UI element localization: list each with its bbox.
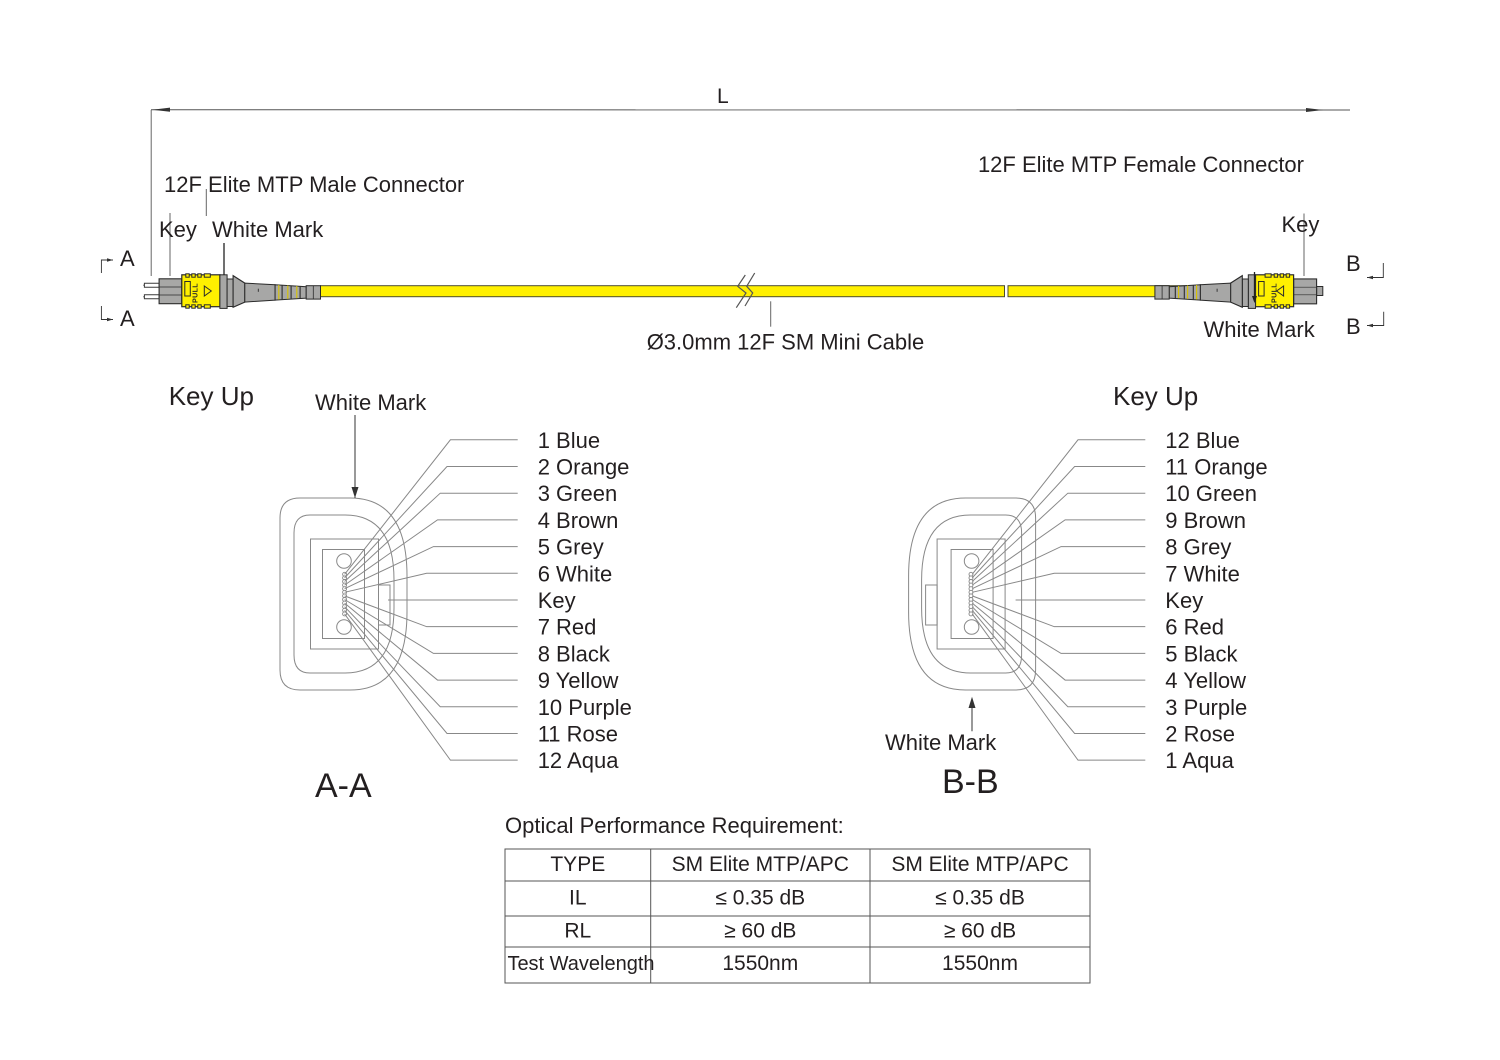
svg-text:4 Yellow: 4 Yellow — [1165, 668, 1246, 693]
svg-text:12 Blue: 12 Blue — [1165, 428, 1240, 453]
svg-text:TYPE: TYPE — [550, 853, 605, 876]
svg-text:IL: IL — [569, 887, 587, 910]
svg-text:11 Rose: 11 Rose — [538, 721, 618, 746]
svg-text:A: A — [120, 306, 135, 331]
svg-text:A: A — [120, 246, 135, 271]
svg-text:2 Orange: 2 Orange — [538, 454, 630, 479]
svg-text:SM Elite MTP/APC: SM Elite MTP/APC — [891, 853, 1068, 876]
svg-text:1 Blue: 1 Blue — [538, 428, 600, 453]
svg-text:1 Aqua: 1 Aqua — [1165, 748, 1234, 773]
svg-text:10 Green: 10 Green — [1165, 481, 1257, 506]
svg-text:4 Brown: 4 Brown — [538, 508, 619, 533]
svg-text:5 Black: 5 Black — [1165, 641, 1238, 666]
svg-text:≥ 60 dB: ≥ 60 dB — [724, 920, 796, 943]
svg-text:Key Up: Key Up — [1113, 381, 1198, 411]
svg-text:Key: Key — [1165, 588, 1203, 613]
svg-text:11 Orange: 11 Orange — [1165, 454, 1267, 479]
svg-text:Key: Key — [538, 588, 576, 613]
svg-text:12F Elite MTP Male Connector: 12F Elite MTP Male Connector — [164, 172, 464, 197]
svg-text:9 Brown: 9 Brown — [1165, 508, 1246, 533]
svg-text:8 Grey: 8 Grey — [1165, 535, 1231, 560]
svg-text:3 Purple: 3 Purple — [1165, 695, 1247, 720]
svg-text:Key: Key — [1282, 212, 1320, 237]
svg-text:L: L — [717, 85, 729, 108]
svg-text:B: B — [1346, 251, 1361, 276]
svg-text:≤ 0.35 dB: ≤ 0.35 dB — [715, 887, 805, 910]
svg-text:White Mark: White Mark — [315, 390, 427, 415]
svg-text:12F Elite MTP Female Connector: 12F Elite MTP Female Connector — [978, 152, 1304, 177]
svg-text:Key: Key — [159, 217, 197, 242]
svg-text:Key Up: Key Up — [169, 381, 254, 411]
svg-text:≥ 60 dB: ≥ 60 dB — [944, 920, 1016, 943]
svg-text:≤ 0.35 dB: ≤ 0.35 dB — [935, 887, 1025, 910]
svg-text:8 Black: 8 Black — [538, 641, 611, 666]
svg-text:Test Wavelength: Test Wavelength — [507, 953, 654, 975]
svg-text:White Mark: White Mark — [1204, 317, 1316, 342]
svg-text:6 Red: 6 Red — [1165, 615, 1224, 640]
svg-text:A-A: A-A — [315, 767, 372, 805]
svg-text:B: B — [1346, 314, 1361, 339]
svg-text:Ø3.0mm 12F SM Mini Cable: Ø3.0mm 12F SM Mini Cable — [647, 329, 925, 354]
svg-text:6 White: 6 White — [538, 561, 613, 586]
svg-text:3 Green: 3 Green — [538, 481, 618, 506]
svg-text:RL: RL — [564, 920, 591, 943]
svg-text:White Mark: White Mark — [212, 217, 324, 242]
svg-text:Optical Performance Requiremen: Optical Performance Requirement: — [505, 813, 844, 838]
svg-text:1550nm: 1550nm — [722, 952, 798, 975]
svg-text:SM Elite MTP/APC: SM Elite MTP/APC — [672, 853, 849, 876]
svg-text:B-B: B-B — [942, 763, 999, 801]
svg-text:2 Rose: 2 Rose — [1165, 721, 1235, 746]
svg-text:12 Aqua: 12 Aqua — [538, 748, 620, 773]
svg-text:9 Yellow: 9 Yellow — [538, 668, 619, 693]
svg-text:5 Grey: 5 Grey — [538, 535, 604, 560]
svg-text:White Mark: White Mark — [885, 730, 997, 755]
svg-text:1550nm: 1550nm — [942, 952, 1018, 975]
svg-text:7 Red: 7 Red — [538, 615, 597, 640]
svg-text:10 Purple: 10 Purple — [538, 695, 632, 720]
svg-text:7 White: 7 White — [1165, 561, 1240, 586]
